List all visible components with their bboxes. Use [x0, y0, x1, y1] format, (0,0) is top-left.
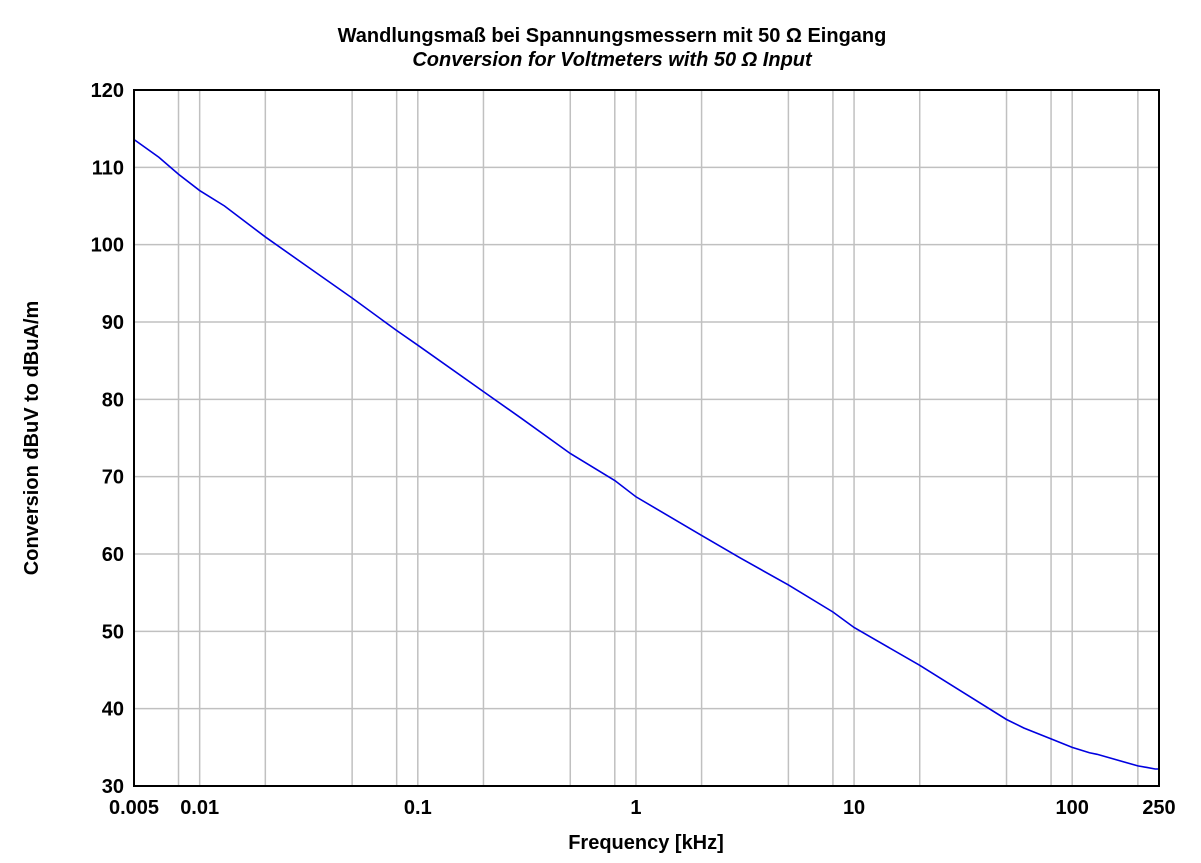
- y-tick-label: 70: [102, 467, 124, 489]
- y-tick-label: 80: [102, 389, 124, 411]
- plot-area-frame: [133, 89, 1160, 787]
- y-tick-label: 40: [102, 699, 124, 721]
- y-tick-label: 110: [92, 157, 124, 179]
- y-tick-label: 90: [102, 312, 124, 334]
- y-tick-label: 60: [102, 544, 124, 566]
- x-tick-label: 0.01: [180, 797, 219, 819]
- series-layer: [133, 138, 1159, 770]
- x-tick-label: 100: [1056, 797, 1089, 819]
- x-tick-label: 0.1: [404, 797, 432, 819]
- x-axis-ticks: 0.005 0.01 0.1 1 10 100 250: [109, 797, 1176, 819]
- chart-subtitle: Conversion for Voltmeters with 50 Ω Inpu…: [412, 49, 813, 71]
- x-tick-label: 10: [843, 797, 865, 819]
- y-tick-label: 50: [102, 621, 124, 643]
- y-tick-label: 100: [91, 235, 124, 257]
- x-tick-label: 0.005: [109, 797, 159, 819]
- chart-title: Wandlungsmaß bei Spannungsmessern mit 50…: [338, 25, 887, 47]
- grid: [134, 90, 1159, 786]
- y-axis-label: Conversion dBuV to dBuA/m: [21, 301, 43, 575]
- series-line: [133, 138, 1159, 770]
- y-axis-ticks: 30 40 50 60 70 80 90 100 110 120: [91, 80, 124, 798]
- x-tick-label: 1: [630, 797, 641, 819]
- x-tick-label: 250: [1142, 797, 1175, 819]
- y-tick-label: 120: [91, 80, 124, 102]
- y-tick-label: 30: [102, 776, 124, 798]
- x-axis-label: Frequency [kHz]: [568, 832, 724, 854]
